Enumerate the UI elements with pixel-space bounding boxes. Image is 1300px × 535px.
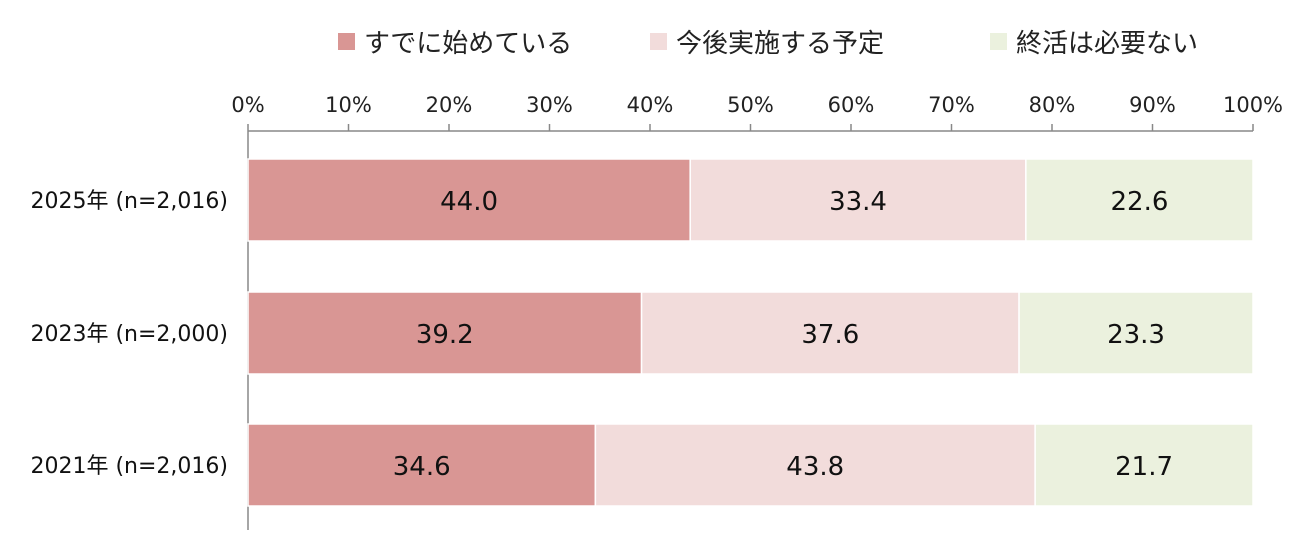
data-label: 37.6 [801, 320, 859, 350]
x-tick-label: 70% [928, 93, 975, 117]
legend-item-1: すでに始めている [338, 29, 572, 59]
data-label: 22.6 [1110, 187, 1168, 217]
bar-row: 44.0 33.4 22.6 [247, 158, 1254, 242]
category-labels: 2025年 (n=2,016) 2023年 (n=2,000) 2021年 (n=2… [30, 189, 228, 479]
data-label: 43.8 [786, 452, 844, 482]
legend-swatch [990, 33, 1007, 50]
legend-label: 今後実施する予定 [676, 29, 884, 59]
x-tick-label: 30% [526, 93, 573, 117]
legend-item-3: 終活は必要ない [990, 29, 1198, 59]
data-label: 23.3 [1107, 320, 1165, 350]
x-tick-label: 100% [1223, 93, 1283, 117]
bar-row: 39.2 37.6 23.3 [247, 291, 1254, 375]
category-label: 2025年 (n=2,016) [30, 189, 228, 214]
x-tick-label: 20% [426, 93, 473, 117]
data-label: 44.0 [440, 187, 498, 217]
bar-row: 34.6 43.8 21.7 [247, 423, 1254, 507]
bars: 44.0 33.4 22.6 39.2 37.6 23.3 34.6 43.8 21.7 [247, 158, 1254, 507]
x-tick-label: 90% [1129, 93, 1176, 117]
bar-segment-3 [1018, 291, 1254, 375]
x-tick-label: 0% [231, 93, 264, 117]
data-label: 34.6 [393, 452, 451, 482]
x-tick-label: 10% [325, 93, 372, 117]
legend: すでに始めている 今後実施する予定 終活は必要ない [338, 29, 1198, 59]
x-axis: 0% 10% 20% 30% 40% 50% 60% 70% 80% 90% 100% [231, 93, 1283, 530]
bar-segment-3 [1034, 423, 1254, 507]
legend-label: 終活は必要ない [1016, 29, 1198, 59]
legend-label: すでに始めている [364, 29, 572, 59]
data-label: 21.7 [1115, 452, 1173, 482]
x-tick-label: 50% [727, 93, 774, 117]
x-tick-label: 60% [828, 93, 875, 117]
category-label: 2023年 (n=2,000) [30, 322, 228, 347]
bar-segment-3 [1025, 158, 1254, 242]
x-tick-label: 40% [627, 93, 674, 117]
category-label: 2021年 (n=2,016) [30, 454, 228, 479]
bar-segment-2 [689, 158, 1027, 242]
bar-segment-2 [594, 423, 1036, 507]
data-label: 33.4 [829, 187, 887, 217]
data-label: 39.2 [416, 320, 474, 350]
legend-swatch [650, 33, 667, 50]
bar-segment-1 [247, 423, 597, 507]
legend-swatch [338, 33, 355, 50]
x-tick-label: 80% [1029, 93, 1076, 117]
bar-segment-1 [247, 291, 643, 375]
legend-item-2: 今後実施する予定 [650, 29, 884, 59]
bar-segment-2 [640, 291, 1020, 375]
